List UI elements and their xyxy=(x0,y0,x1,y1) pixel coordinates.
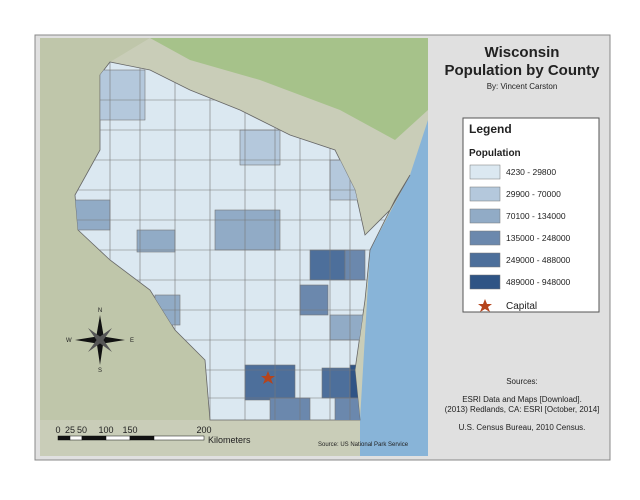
scale-label: 25 xyxy=(65,425,75,435)
legend-label: 135000 - 248000 xyxy=(506,233,571,243)
legend-title: Legend xyxy=(469,122,512,136)
legend-items: 4230 - 29800 29900 - 70000 70100 - 134000 1… xyxy=(469,164,571,312)
scale-segment xyxy=(69,435,83,441)
legend-label: 4230 - 29800 xyxy=(506,167,556,177)
scale-label: 0 xyxy=(55,425,60,435)
legend-swatch xyxy=(469,186,501,202)
legend-swatch xyxy=(469,230,501,246)
legend-label: 70100 - 134000 xyxy=(506,211,566,221)
capital-star xyxy=(261,371,275,384)
scale-label: 200 xyxy=(196,425,211,435)
scale-segment xyxy=(105,435,131,441)
legend-swatch xyxy=(469,164,501,180)
sources-heading: Sources: xyxy=(506,377,538,386)
compass-s: S xyxy=(98,368,102,374)
title-line: Population by County xyxy=(445,62,601,79)
compass: N S E W xyxy=(66,308,134,374)
side-panel: Wisconsin Population by County By: Vince… xyxy=(445,44,601,432)
source-line: U.S. Census Bureau, 2010 Census. xyxy=(459,423,586,432)
scale-label: 150 xyxy=(122,425,137,435)
author: By: Vincent Carston xyxy=(487,82,558,91)
legend-label: 249000 - 488000 xyxy=(506,255,571,265)
title-line: Wisconsin xyxy=(485,44,560,61)
compass-e: E xyxy=(130,338,134,344)
legend-swatch xyxy=(469,252,501,268)
water xyxy=(40,38,428,456)
legend-label: 29900 - 70000 xyxy=(506,189,561,199)
legend-swatch xyxy=(469,208,501,224)
legend-subtitle: Population xyxy=(469,148,521,159)
michigan-land xyxy=(150,38,428,140)
legend-label: Capital xyxy=(506,301,537,312)
scale-segment xyxy=(129,435,155,441)
compass-w: W xyxy=(66,338,72,344)
scale-unit: Kilometers xyxy=(208,435,251,445)
source-line: ESRI Data and Maps [Download]. xyxy=(462,395,582,404)
scale-label: 100 xyxy=(98,425,113,435)
legend-swatch xyxy=(469,274,501,290)
scale-label: 50 xyxy=(77,425,87,435)
counties xyxy=(75,62,410,420)
west-land xyxy=(40,38,210,420)
legend-star xyxy=(478,299,492,312)
scale-segment xyxy=(57,435,71,441)
compass-n: N xyxy=(98,308,102,314)
source-line: (2013) Redlands, CA: ESRI [October, 2014… xyxy=(445,405,600,414)
scale-segment xyxy=(81,435,107,441)
legend-label: 489000 - 948000 xyxy=(506,277,571,287)
scale-segment xyxy=(153,435,205,441)
credit: Source: US National Park Service xyxy=(318,442,409,448)
